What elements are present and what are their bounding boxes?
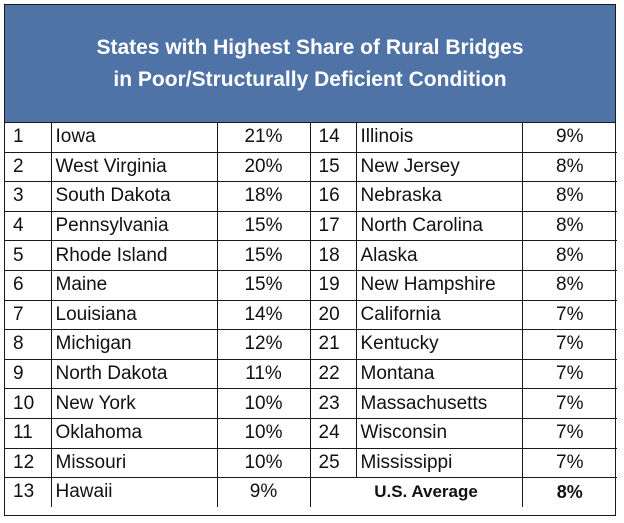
value-cell: 14% — [216, 299, 311, 331]
rank-cell: 25 — [309, 447, 357, 479]
rank-cell: 22 — [309, 358, 357, 390]
rank-cell: 3 — [5, 181, 52, 212]
rank-cell: 11 — [5, 417, 52, 449]
state-cell: North Carolina — [355, 210, 523, 242]
value-cell: 8% — [521, 269, 617, 301]
table-row: 13 Hawaii 9% U.S. Average 8% — [5, 477, 617, 507]
rank-cell: 17 — [309, 210, 357, 242]
table-row: 1 Iowa 21% 14 Illinois 9% — [5, 123, 617, 153]
state-cell: New Hampshire — [355, 269, 523, 301]
rank-cell: 15 — [309, 151, 357, 183]
value-cell: 10% — [216, 417, 311, 449]
table-header: States with Highest Share of Rural Bridg… — [5, 5, 615, 123]
state-cell: Mississippi — [355, 447, 523, 479]
value-cell: 8% — [521, 210, 617, 242]
table-row: 9 North Dakota 11% 22 Montana 7% — [5, 358, 617, 390]
table-row: 3 South Dakota 18% 16 Nebraska 8% — [5, 181, 617, 212]
state-cell: Illinois — [355, 123, 523, 153]
value-cell: 20% — [216, 151, 311, 183]
state-cell: Pennsylvania — [50, 210, 218, 242]
state-cell: Alaska — [355, 240, 523, 271]
value-cell: 10% — [216, 447, 311, 479]
state-cell: Massachusetts — [355, 388, 523, 419]
state-cell: Hawaii — [50, 477, 218, 507]
state-cell: Oklahoma — [50, 417, 218, 449]
rank-cell: 18 — [309, 240, 357, 271]
table-row: 5 Rhode Island 15% 18 Alaska 8% — [5, 240, 617, 271]
value-cell: 8% — [521, 181, 617, 212]
value-cell: 21% — [216, 123, 311, 153]
table-row: 12 Missouri 10% 25 Mississippi 7% — [5, 447, 617, 479]
rank-cell: 10 — [5, 388, 52, 419]
rank-cell: 8 — [5, 329, 52, 360]
value-cell: 12% — [216, 329, 311, 360]
rank-cell: 24 — [309, 417, 357, 449]
state-cell: Nebraska — [355, 181, 523, 212]
value-cell: 9% — [216, 477, 311, 507]
rank-cell: 13 — [5, 477, 52, 507]
value-cell: 15% — [216, 240, 311, 271]
rank-cell: 12 — [5, 447, 52, 479]
state-cell: Wisconsin — [355, 417, 523, 449]
state-cell: West Virginia — [50, 151, 218, 183]
value-cell: 8% — [521, 240, 617, 271]
table-row: 4 Pennsylvania 15% 17 North Carolina 8% — [5, 210, 617, 242]
state-cell: South Dakota — [50, 181, 218, 212]
rank-cell: 7 — [5, 299, 52, 331]
state-cell: Rhode Island — [50, 240, 218, 271]
data-table: 1 Iowa 21% 14 Illinois 9% 2 West Virginia 20% 15 N… — [5, 123, 617, 507]
value-cell: 10% — [216, 388, 311, 419]
value-cell: 8% — [521, 151, 617, 183]
state-cell: Kentucky — [355, 329, 523, 360]
rank-cell: 2 — [5, 151, 52, 183]
value-cell: 18% — [216, 181, 311, 212]
value-cell: 15% — [216, 210, 311, 242]
rank-cell: 19 — [309, 269, 357, 301]
us-average-label: U.S. Average — [309, 477, 523, 507]
state-cell: Maine — [50, 269, 218, 301]
value-cell: 15% — [216, 269, 311, 301]
state-cell: Missouri — [50, 447, 218, 479]
value-cell: 7% — [521, 388, 617, 419]
rank-cell: 23 — [309, 388, 357, 419]
value-cell: 7% — [521, 447, 617, 479]
rank-cell: 16 — [309, 181, 357, 212]
rank-cell: 20 — [309, 299, 357, 331]
table-row: 11 Oklahoma 10% 24 Wisconsin 7% — [5, 417, 617, 449]
rank-cell: 21 — [309, 329, 357, 360]
table-row: 6 Maine 15% 19 New Hampshire 8% — [5, 269, 617, 301]
value-cell: 7% — [521, 358, 617, 390]
state-cell: New Jersey — [355, 151, 523, 183]
state-cell: North Dakota — [50, 358, 218, 390]
table-row: 2 West Virginia 20% 15 New Jersey 8% — [5, 151, 617, 183]
rank-cell: 9 — [5, 358, 52, 390]
value-cell: 11% — [216, 358, 311, 390]
rank-cell: 5 — [5, 240, 52, 271]
rank-cell: 6 — [5, 269, 52, 301]
state-cell: California — [355, 299, 523, 331]
state-cell: Iowa — [50, 123, 218, 153]
rank-cell: 14 — [309, 123, 357, 153]
value-cell: 9% — [521, 123, 617, 153]
rank-cell: 1 — [5, 123, 52, 153]
state-cell: New York — [50, 388, 218, 419]
state-cell: Montana — [355, 358, 523, 390]
title-line-1: States with Highest Share of Rural Bridg… — [96, 35, 524, 59]
table-row: 8 Michigan 12% 21 Kentucky 7% — [5, 329, 617, 360]
table-row: 10 New York 10% 23 Massachusetts 7% — [5, 388, 617, 419]
table-row: 7 Louisiana 14% 20 California 7% — [5, 299, 617, 331]
us-average-value: 8% — [521, 477, 617, 507]
value-cell: 7% — [521, 417, 617, 449]
title-line-2: in Poor/Structurally Deficient Condition — [113, 67, 507, 91]
state-cell: Louisiana — [50, 299, 218, 331]
rural-bridges-table: States with Highest Share of Rural Bridg… — [4, 4, 617, 516]
value-cell: 7% — [521, 329, 617, 360]
state-cell: Michigan — [50, 329, 218, 360]
rank-cell: 4 — [5, 210, 52, 242]
value-cell: 7% — [521, 299, 617, 331]
